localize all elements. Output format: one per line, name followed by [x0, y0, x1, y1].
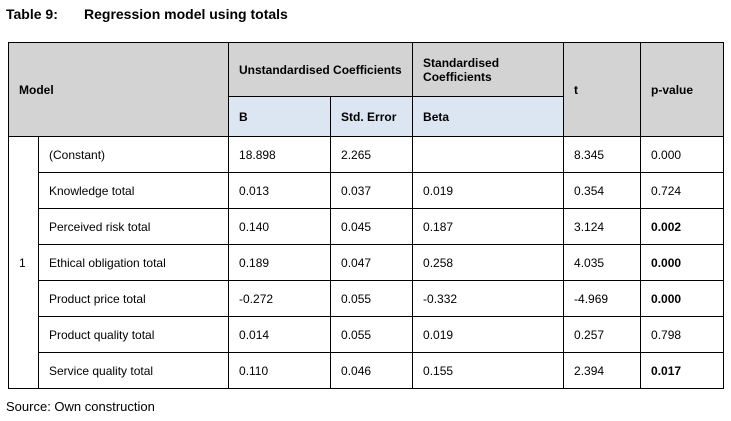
header-model: Model	[7, 42, 230, 137]
table-row: Product quality total 0.014 0.055 0.019 …	[9, 316, 725, 353]
beta-cell: 0.258	[412, 244, 565, 281]
header-beta: Beta	[412, 96, 565, 137]
b-cell: 0.110	[228, 352, 332, 389]
table-row: 1 (Constant) 18.898 2.265 8.345 0.000	[8, 136, 725, 389]
t-cell: 0.257	[563, 316, 642, 353]
b-cell: 0.140	[228, 208, 332, 245]
beta-cell: 0.187	[412, 208, 565, 245]
predictor-name-cell: (Constant)	[37, 136, 230, 173]
header-unstandardised-coefficients: Unstandardised Coefficients	[228, 42, 414, 97]
table-caption-text: Regression model using totals	[84, 6, 288, 22]
header-b: B	[228, 96, 332, 137]
t-cell: 0.354	[563, 172, 642, 209]
t-cell: 8.345	[563, 136, 642, 173]
t-cell: 2.394	[563, 352, 642, 389]
beta-cell: 0.019	[412, 316, 565, 353]
b-cell: 0.013	[228, 172, 332, 209]
table-row: Perceived risk total 0.140 0.045 0.187 3…	[9, 208, 725, 245]
table-row: Ethical obligation total 0.189 0.047 0.2…	[9, 244, 725, 281]
t-cell: -4.969	[563, 280, 642, 317]
t-cell: 3.124	[563, 208, 642, 245]
std-error-cell: 2.265	[330, 136, 414, 173]
table-caption-label: Table 9:	[6, 6, 58, 22]
table-row: Service quality total 0.110 0.046 0.155 …	[9, 352, 725, 389]
beta-cell: -0.332	[412, 280, 565, 317]
predictor-name-cell: Service quality total	[37, 352, 230, 389]
table-row: Product price total -0.272 0.055 -0.332 …	[9, 280, 725, 317]
beta-cell	[412, 136, 565, 173]
predictor-name-cell: Knowledge total	[37, 172, 230, 209]
beta-cell: 0.019	[412, 172, 565, 209]
t-cell: 4.035	[563, 244, 642, 281]
std-error-cell: 0.055	[330, 316, 414, 353]
p-value-cell: 0.000	[640, 136, 725, 173]
p-value-cell: 0.002	[640, 208, 725, 245]
header-t: t	[563, 42, 642, 137]
b-cell: 0.189	[228, 244, 332, 281]
predictor-name-cell: Ethical obligation total	[37, 244, 230, 281]
p-value-cell: 0.000	[640, 244, 725, 281]
p-value-cell: 0.000	[640, 280, 725, 317]
p-value-cell: 0.724	[640, 172, 725, 209]
regression-table: Model Unstandardised Coefficients Standa…	[7, 42, 725, 389]
b-cell: 0.014	[228, 316, 332, 353]
std-error-cell: 0.047	[330, 244, 414, 281]
predictor-name-cell: Product quality total	[37, 316, 230, 353]
source-note: Source: Own construction	[6, 399, 155, 414]
predictor-name-cell: Product price total	[37, 280, 230, 317]
std-error-cell: 0.046	[330, 352, 414, 389]
b-cell: -0.272	[228, 280, 332, 317]
header-std-error: Std. Error	[330, 96, 414, 137]
header-p-value: p-value	[640, 42, 725, 137]
beta-cell: 0.155	[412, 352, 565, 389]
p-value-cell: 0.017	[640, 352, 725, 389]
b-cell: 18.898	[228, 136, 332, 173]
table-caption: Table 9: Regression model using totals	[6, 6, 288, 22]
predictor-name-cell: Perceived risk total	[37, 208, 230, 245]
table-row: Knowledge total 0.013 0.037 0.019 0.354 …	[9, 172, 725, 209]
std-error-cell: 0.037	[330, 172, 414, 209]
std-error-cell: 0.055	[330, 280, 414, 317]
p-value-cell: 0.798	[640, 316, 725, 353]
model-number-cell: 1	[8, 136, 39, 389]
header-standardised-coefficients: Standardised Coefficients	[412, 42, 565, 97]
std-error-cell: 0.045	[330, 208, 414, 245]
